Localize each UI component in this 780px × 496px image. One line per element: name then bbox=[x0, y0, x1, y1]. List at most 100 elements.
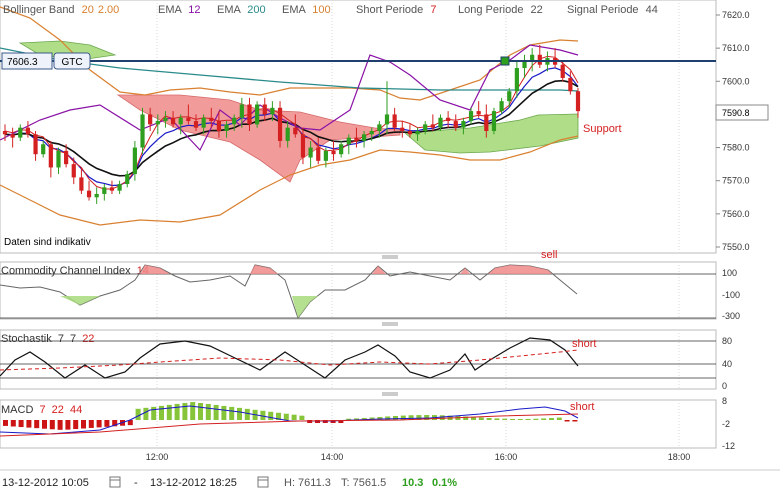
candle-body bbox=[79, 177, 84, 191]
candle-body bbox=[239, 104, 244, 118]
macd-histogram-bar bbox=[369, 417, 375, 420]
ema-12-line bbox=[4, 67, 579, 187]
footer-bar: 13-12-2012 10:05 - 13-12-2012 18:25 H: 7… bbox=[2, 476, 457, 489]
candle-body bbox=[64, 150, 69, 165]
cci-oversold-area bbox=[60, 296, 100, 305]
footer-change-pct: 0.1% bbox=[432, 477, 457, 489]
macd-histogram-bar bbox=[26, 420, 32, 428]
candle-body bbox=[86, 190, 92, 198]
svg-text:40: 40 bbox=[722, 359, 732, 369]
svg-text:EMA 100: EMA 100 bbox=[282, 4, 331, 16]
cci-overbought-area bbox=[488, 265, 552, 274]
macd-histogram-bar bbox=[159, 405, 164, 420]
candle-body bbox=[346, 137, 351, 145]
candle-body bbox=[392, 114, 397, 128]
splitter-grip-macd[interactable] bbox=[382, 392, 398, 396]
candle-body bbox=[369, 131, 374, 135]
candle-body bbox=[568, 77, 573, 92]
candle-body bbox=[339, 144, 344, 155]
macd-histogram-bar bbox=[424, 415, 430, 420]
footer-low: T: 7561.5 bbox=[341, 477, 386, 489]
macd-histogram-bar bbox=[533, 418, 539, 420]
candle-body bbox=[186, 117, 191, 122]
price-tick-label: 7560.0 bbox=[722, 209, 750, 219]
macd-histogram-bar bbox=[34, 420, 40, 429]
macd-histogram-bar bbox=[198, 403, 203, 420]
macd-histogram-bar bbox=[151, 406, 157, 420]
candle-body bbox=[193, 121, 199, 128]
order-marker[interactable] bbox=[500, 56, 510, 66]
svg-text:100: 100 bbox=[722, 268, 737, 278]
order-gtc-button[interactable] bbox=[53, 52, 91, 70]
svg-text:0: 0 bbox=[722, 381, 727, 391]
candle-body bbox=[491, 111, 497, 131]
macd-histogram-bar bbox=[166, 404, 172, 420]
splitter-grip-stoch[interactable] bbox=[382, 322, 398, 326]
svg-text:18:00: 18:00 bbox=[668, 452, 691, 462]
current-price: 7590.8 bbox=[722, 108, 750, 118]
candle-body bbox=[277, 107, 283, 141]
candle-body bbox=[453, 121, 458, 128]
macd-axis: 8 -2 -12 bbox=[722, 396, 735, 451]
macd-histogram-bar bbox=[283, 413, 289, 420]
candle-body bbox=[170, 117, 176, 125]
macd-histogram-bar bbox=[478, 417, 484, 420]
ema-lines bbox=[0, 44, 579, 190]
bollinger-lower-band bbox=[0, 135, 579, 226]
candle-body bbox=[201, 117, 206, 128]
candle-body bbox=[522, 61, 527, 69]
short-label-stoch: short bbox=[572, 338, 596, 350]
macd-histogram-bar bbox=[112, 420, 118, 427]
candle-body bbox=[316, 147, 321, 161]
macd-histogram-bar bbox=[65, 420, 71, 430]
cci-line bbox=[0, 264, 578, 320]
candle-body bbox=[48, 144, 53, 168]
macd-histogram-bar bbox=[213, 404, 219, 420]
macd-histogram-bar bbox=[377, 416, 383, 420]
macd-histogram-bar bbox=[182, 402, 188, 420]
stoch-axis: 80 40 0 bbox=[722, 336, 732, 391]
price-tick-label: 7600.0 bbox=[722, 76, 750, 86]
candle-body bbox=[41, 144, 46, 155]
cci-overbought-area bbox=[140, 265, 170, 274]
candle-body bbox=[331, 150, 336, 155]
macd-histogram-bar bbox=[385, 416, 391, 420]
candle-body bbox=[56, 150, 61, 168]
candle-body bbox=[468, 111, 474, 122]
macd-histogram-bar bbox=[393, 415, 398, 420]
splitter-grip-cci[interactable] bbox=[382, 255, 398, 259]
macd-histogram-bar bbox=[276, 412, 281, 420]
candle-body bbox=[33, 134, 38, 155]
macd-histogram-bar bbox=[572, 420, 578, 422]
macd-histogram-bar bbox=[268, 411, 274, 420]
candle-body bbox=[232, 117, 237, 125]
candle-body bbox=[300, 134, 306, 158]
macd-histogram-bar bbox=[104, 420, 110, 427]
candle-body bbox=[109, 187, 115, 191]
macd-histogram-bar bbox=[174, 403, 180, 420]
candle-body bbox=[140, 114, 145, 148]
macd-histogram-bar bbox=[81, 420, 86, 429]
candle-body bbox=[384, 114, 390, 125]
indicative-note: Daten sind indikativ bbox=[4, 237, 91, 248]
macd-histogram-bar bbox=[190, 402, 196, 420]
macd-histogram-bar bbox=[299, 415, 305, 420]
candle-body bbox=[530, 54, 535, 62]
candle-body bbox=[2, 131, 8, 135]
calendar-icon[interactable] bbox=[109, 476, 121, 488]
macd-histogram-bar bbox=[127, 420, 133, 426]
order-price: 7606.3 bbox=[7, 57, 38, 68]
svg-text:8: 8 bbox=[722, 396, 727, 406]
order-price-box[interactable] bbox=[1, 52, 53, 70]
macd-histogram-bar bbox=[205, 403, 211, 420]
candle-body bbox=[209, 117, 214, 122]
cci-overbought-area bbox=[460, 268, 470, 274]
macd-histogram-bar bbox=[564, 420, 570, 422]
cci-overbought-area bbox=[372, 266, 386, 274]
footer-change: 10.3 bbox=[402, 477, 423, 489]
calendar-icon[interactable] bbox=[257, 476, 269, 488]
current-price-box bbox=[715, 104, 769, 121]
price-tick-label: 7570.0 bbox=[722, 176, 750, 186]
candle-body bbox=[285, 127, 290, 141]
